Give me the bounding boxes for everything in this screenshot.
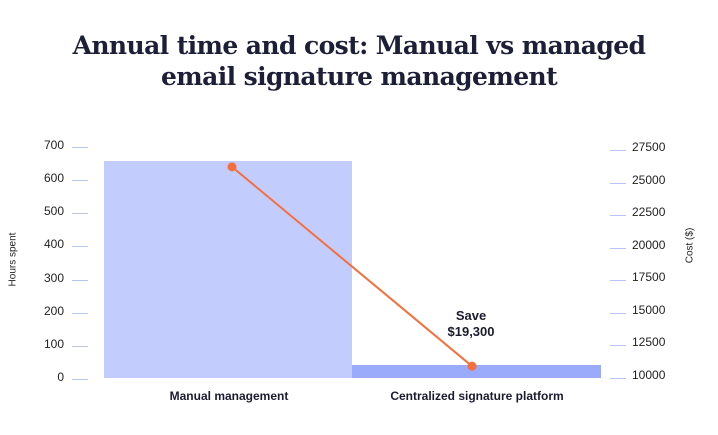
savings-label: Save [455,308,487,323]
right-tick-mark [610,182,626,184]
right-tick-mark [610,345,626,347]
cost-point-manual [227,162,237,172]
left-tick-label: 700 [43,138,64,152]
left-tick-mark [72,379,88,380]
left-tick-mark [72,213,88,215]
right-tick-label: 25000 [632,172,666,187]
left-tick-mark [72,246,88,248]
right-tick-mark [610,215,626,217]
left-tick-mark [72,312,88,314]
left-tick-label: 200 [43,303,64,318]
cost-point-centralized [467,361,477,371]
right-tick-label: 12500 [632,335,666,350]
bar-centralized-platform [352,364,601,378]
left-tick-label: 400 [43,237,64,252]
left-tick-mark [72,147,88,148]
left-tick-mark [72,345,88,347]
chart-title-line-2: email signature management [160,62,558,91]
left-tick-mark [72,180,88,182]
chart-title-line-1: Annual time and cost: Manual vs managed [72,31,646,60]
left-tick-label: 600 [43,171,64,186]
category-label-manual: Manual management [169,389,289,403]
right-tick-mark [610,280,626,282]
savings-annotation: Save $19,300 [430,308,512,340]
category-label-centralized: Centralized signature platform [390,389,564,403]
chart-title: Annual time and cost: Manual vs managed … [0,30,718,92]
savings-amount: $19,300 [447,324,495,339]
cost-line [231,166,473,367]
right-tick-label: 17500 [632,270,666,285]
left-tick-label: 300 [43,270,64,285]
right-tick-mark [610,312,626,314]
left-tick-label: 100 [43,336,64,351]
right-tick-label: 15000 [632,302,666,317]
left-tick-mark [72,279,88,281]
right-tick-label: 20000 [632,237,666,252]
left-tick-label: 500 [43,204,64,219]
right-tick-label: 27500 [632,140,666,154]
left-tick-label: 0 [57,370,64,384]
right-tick-mark [610,150,626,151]
right-tick-label: 22500 [632,205,666,220]
right-tick-mark [610,247,626,249]
right-tick-mark [610,378,626,379]
right-tick-label: 10000 [632,368,666,382]
bar-manual-management [104,160,352,378]
